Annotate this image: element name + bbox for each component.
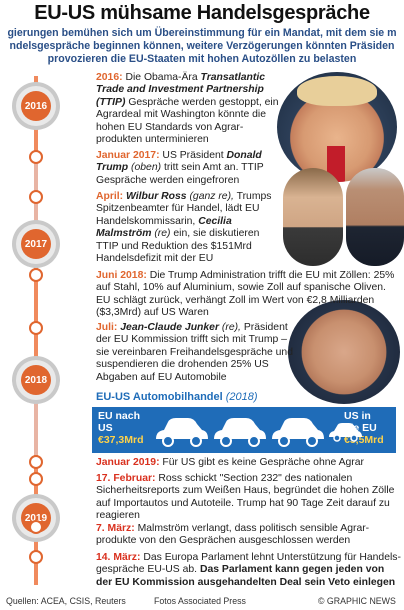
- intro-text: gierungen bemühen sich um Übereinstimmun…: [0, 27, 404, 66]
- entry-jan-2017: Januar 2017: US Präsident Donald Trump (…: [96, 150, 264, 186]
- juncker-photo: [288, 300, 400, 404]
- intro-line-3: provozieren die EU-Staaten mit hohen Aut…: [47, 53, 357, 65]
- car-icons: [156, 418, 362, 447]
- timeline-dot: [29, 520, 43, 534]
- timeline-dot: [29, 268, 43, 282]
- timeline-dot: [29, 150, 43, 164]
- car-icon: [329, 423, 362, 442]
- entry-feb-2019: 17. Februar: Ross schickt "Section 232" …: [96, 473, 395, 522]
- footer-photos: Fotos Associated Press: [154, 596, 246, 606]
- entry-mar7-2019: 7. März: Malmström verlangt, dass politi…: [96, 523, 370, 547]
- timeline-dot: [29, 550, 43, 564]
- auto-trade-title: EU-US Automobilhandel (2018): [96, 391, 258, 403]
- footer-sources: Quellen: ACEA, CSIS, Reuters: [6, 596, 126, 606]
- year-badge-2017: 2017: [12, 220, 60, 268]
- timeline-dot: [29, 190, 43, 204]
- timeline-dot: [29, 472, 43, 486]
- malmstrom-photo: [283, 168, 343, 266]
- car-icon: [272, 418, 324, 447]
- car-icon: [156, 418, 208, 447]
- car-icon: [214, 418, 266, 447]
- timeline-dot: [29, 321, 43, 335]
- intro-line-2: ndelsgespräche beginnen können, weitere …: [9, 40, 395, 52]
- year-badge-2016: 2016: [12, 82, 60, 130]
- ross-photo: [346, 168, 404, 266]
- entry-jul-2018: Juli: Jean-Claude Junker (re), Präsident…: [96, 322, 293, 383]
- entry-apr-2017: April: Wilbur Ross (ganz re), Trumps Spi…: [96, 191, 272, 265]
- page-title: EU-US mühsame Handelsgespräche: [34, 2, 370, 24]
- footer-copyright: © GRAPHIC NEWS: [318, 596, 396, 606]
- year-badge-2018: 2018: [12, 356, 60, 404]
- entry-mar14-2019: 14. März: Das Europa Parlament lehnt Unt…: [96, 552, 401, 588]
- auto-trade-panel: EU nach US €37,3Mrd US in die EU €5,5Mrd: [92, 407, 396, 453]
- timeline-dot: [29, 455, 43, 469]
- tie-shape: [327, 146, 345, 182]
- entry-jan-2019: Januar 2019: Für US gibt es keine Gesprä…: [96, 457, 365, 468]
- trump-photo: [277, 72, 397, 182]
- year-badge-2019: 2019: [12, 494, 60, 542]
- entry-jun-2018: Juni 2018: Die Trump Administration trif…: [96, 270, 395, 319]
- eu-to-us-label: EU nach US €37,3Mrd: [98, 410, 144, 446]
- hair-shape: [297, 76, 377, 106]
- entry-2016: 2016: Die Obama-Ära Transatlantic Trade …: [96, 72, 279, 146]
- intro-line-1: gierungen bemühen sich um Übereinstimmun…: [7, 27, 397, 39]
